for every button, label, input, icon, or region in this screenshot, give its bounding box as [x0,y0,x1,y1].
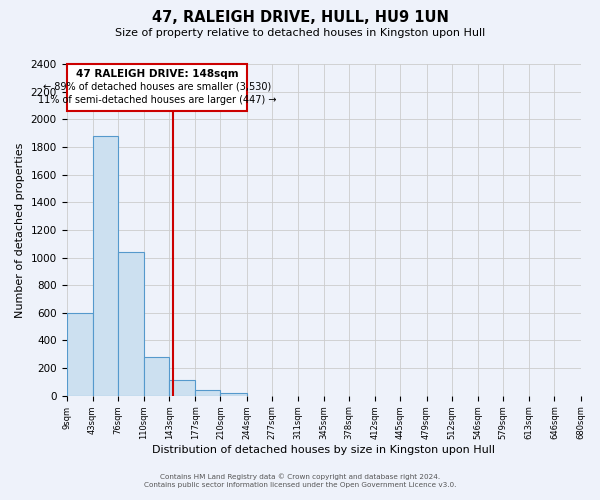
Text: Contains HM Land Registry data © Crown copyright and database right 2024.
Contai: Contains HM Land Registry data © Crown c… [144,474,456,488]
Text: ← 89% of detached houses are smaller (3,530): ← 89% of detached houses are smaller (3,… [43,81,271,91]
Bar [67,313,92,396]
Bar [118,252,144,396]
Text: 47, RALEIGH DRIVE, HULL, HU9 1UN: 47, RALEIGH DRIVE, HULL, HU9 1UN [152,10,448,25]
Bar [92,136,118,396]
Bar [195,390,220,396]
Text: Size of property relative to detached houses in Kingston upon Hull: Size of property relative to detached ho… [115,28,485,38]
Bar [144,357,169,396]
Bar [220,393,247,396]
Bar [169,380,195,396]
Y-axis label: Number of detached properties: Number of detached properties [15,142,25,318]
FancyBboxPatch shape [67,64,247,111]
Text: 11% of semi-detached houses are larger (447) →: 11% of semi-detached houses are larger (… [38,95,276,105]
Text: 47 RALEIGH DRIVE: 148sqm: 47 RALEIGH DRIVE: 148sqm [76,68,238,78]
X-axis label: Distribution of detached houses by size in Kingston upon Hull: Distribution of detached houses by size … [152,445,495,455]
